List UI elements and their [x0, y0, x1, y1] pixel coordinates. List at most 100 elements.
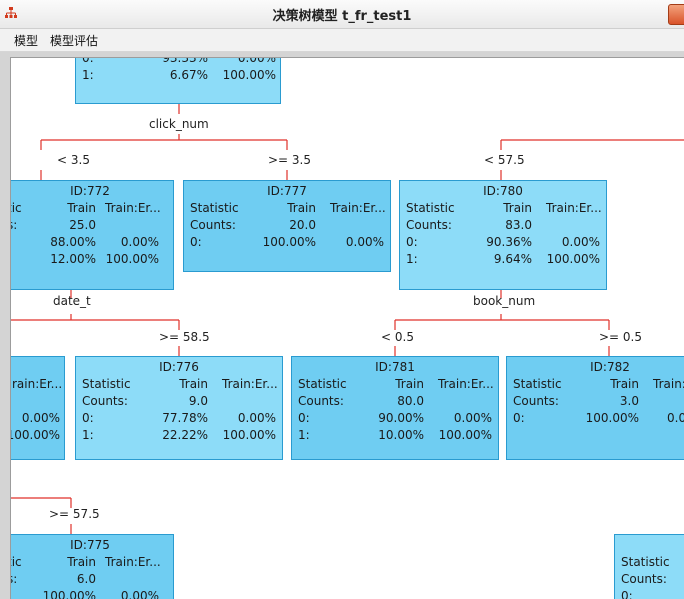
node-cell: 93.33%	[162, 57, 208, 65]
decision-tree-app-icon	[5, 7, 17, 18]
tree-node-777[interactable]: ID:777 Statistic Train Train:Er... Count…	[183, 180, 391, 272]
split-label-book-num: book_num	[473, 294, 536, 308]
node-cell: 6.0	[76, 572, 96, 586]
node-cell: 88.00%	[50, 235, 96, 249]
node-cell: 100.00%	[222, 428, 276, 442]
node-cell: 100.00%	[262, 235, 316, 249]
node-cell: 1:	[406, 252, 418, 266]
node-cell: 12.00%	[50, 252, 96, 266]
node-cell: 9.0	[188, 394, 208, 408]
node-cell: Train:Er...	[105, 201, 161, 215]
tree-node-772[interactable]: ID:772 tic Train Train:Er... s: 25.0 88.…	[11, 180, 174, 290]
tree-node-781[interactable]: ID:781 Statistic Train Train:Er... Count…	[291, 356, 499, 460]
node-cell: Statistic	[621, 555, 670, 569]
node-cell: 0.00%	[237, 57, 276, 65]
tree-node-780[interactable]: ID:780 Statistic Train Train:Er... Count…	[399, 180, 607, 290]
node-cell: Train:Er...	[105, 555, 161, 569]
node-cell: 100.00%	[10, 428, 60, 442]
tree-canvas[interactable]: 0: 93.33% 0.00% 1: 6.67% 100.00% click_n…	[10, 57, 684, 599]
node-cell: 1:	[82, 428, 94, 442]
tree-node-782[interactable]: ID:782 Statistic Train Train: Counts: 3.…	[506, 356, 684, 460]
node-cell: 80.0	[397, 394, 424, 408]
menu-bar: 模型 模型评估	[0, 29, 684, 52]
node-cell: 0.00%	[345, 235, 384, 249]
branch-label: < 3.5	[57, 153, 90, 167]
node-cell: Train:Er...	[546, 201, 602, 215]
node-cell: 0:	[190, 235, 202, 249]
node-cell: 22.22%	[162, 428, 208, 442]
node-cell: 10.00%	[378, 428, 424, 442]
node-cell: 20.0	[289, 218, 316, 232]
node-cell: 1:	[82, 68, 94, 82]
node-cell: Counts:	[82, 394, 128, 408]
node-cell: Train	[610, 377, 639, 391]
branch-label: < 0.5	[381, 330, 414, 344]
split-label-date-t: date_t	[53, 294, 91, 308]
tree-canvas-frame: 0: 93.33% 0.00% 1: 6.67% 100.00% click_n…	[0, 52, 684, 599]
node-cell: 100.00%	[42, 589, 96, 599]
tree-node-left-clipped[interactable]: rain:Er... 0.00% 100.00%	[10, 356, 65, 460]
node-cell: 83.0	[505, 218, 532, 232]
node-cell: Train	[287, 201, 316, 215]
node-cell: 100.00%	[438, 428, 492, 442]
node-cell: Train	[179, 377, 208, 391]
node-cell: Train:Er...	[330, 201, 386, 215]
node-cell: 0.00%	[561, 235, 600, 249]
node-cell: Train	[503, 201, 532, 215]
node-cell: 0.00%	[237, 411, 276, 425]
tree-node-partial[interactable]: Statistic Counts: 0:	[614, 534, 684, 599]
node-cell: Statistic	[82, 377, 131, 391]
node-cell: Statistic	[298, 377, 347, 391]
node-cell: s:	[11, 218, 18, 232]
node-cell: tic	[11, 201, 22, 215]
node-cell: 6.67%	[169, 68, 208, 82]
node-id: ID:772	[70, 184, 110, 198]
tree-node-776[interactable]: ID:776 Statistic Train Train:Er... Count…	[75, 356, 283, 460]
node-cell: 0:	[298, 411, 310, 425]
node-cell: 1:	[298, 428, 310, 442]
node-cell: Counts:	[298, 394, 344, 408]
node-cell: 100.00%	[585, 411, 639, 425]
node-cell: Statistic	[190, 201, 239, 215]
node-cell: Counts:	[406, 218, 452, 232]
branch-label: >= 57.5	[49, 507, 100, 521]
branch-label: >= 0.5	[599, 330, 643, 344]
node-cell: Train:Er...	[438, 377, 494, 391]
tree-edges	[11, 104, 684, 534]
menu-model-evaluation[interactable]: 模型评估	[50, 34, 99, 48]
tree-node-775[interactable]: ID:775 tic Train Train:Er... s: 6.0 100.…	[11, 534, 174, 599]
node-cell: Counts:	[190, 218, 236, 232]
window-title: 决策树模型 t_fr_test1	[272, 9, 412, 24]
node-cell: Statistic	[406, 201, 455, 215]
node-id: ID:781	[375, 360, 415, 374]
node-cell: 0:	[513, 411, 525, 425]
node-cell: Train:Er...	[222, 377, 278, 391]
menu-model[interactable]: 模型	[14, 34, 39, 48]
node-id: ID:782	[590, 360, 630, 374]
node-cell: Counts:	[621, 572, 667, 586]
node-cell: 0:	[82, 57, 94, 65]
node-cell: Train	[67, 201, 96, 215]
node-cell: 0:	[82, 411, 94, 425]
node-cell: 90.36%	[486, 235, 532, 249]
node-cell: 77.78%	[162, 411, 208, 425]
tree-node-root[interactable]: 0: 93.33% 0.00% 1: 6.67% 100.00%	[75, 57, 281, 104]
node-cell: Train:	[653, 377, 684, 391]
node-cell: s:	[11, 572, 18, 586]
node-id: ID:776	[159, 360, 199, 374]
node-cell: rain:Er...	[12, 377, 63, 391]
node-cell: tic	[11, 555, 22, 569]
node-cell: 0.00%	[21, 411, 60, 425]
split-label-click-num: click_num	[149, 117, 209, 131]
node-cell: 100.00%	[105, 252, 159, 266]
node-cell: Statistic	[513, 377, 562, 391]
node-id: ID:777	[267, 184, 307, 198]
close-button[interactable]	[668, 4, 684, 25]
node-id: ID:780	[483, 184, 523, 198]
branch-label: < 57.5	[484, 153, 525, 167]
node-cell: 0.00%	[120, 235, 159, 249]
branch-label: >= 3.5	[268, 153, 312, 167]
node-cell: 0.0	[667, 411, 684, 425]
node-cell: 0:	[406, 235, 418, 249]
node-cell: Train	[67, 555, 96, 569]
